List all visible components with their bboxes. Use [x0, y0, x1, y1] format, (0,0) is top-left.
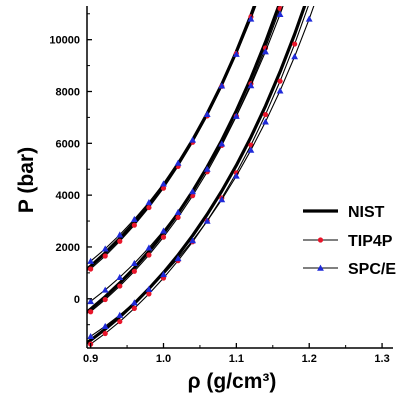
series-spce-isotherm-2-point — [174, 208, 182, 215]
series-spce-isotherm-2-point — [87, 297, 95, 305]
series-spce-isotherm-3-point — [189, 237, 197, 244]
series-tip4p-isotherm-1-point — [88, 266, 94, 272]
x-axis-title: ρ (g/cm³) — [188, 370, 277, 393]
series-tip4p-isotherm-2-point — [88, 309, 94, 315]
series-spce-isotherm-1-line — [90, 6, 257, 262]
legend-tip4p-marker — [317, 237, 324, 243]
series-spce-isotherm-1-point — [203, 110, 211, 118]
series-spce-isotherm-3-point — [262, 118, 269, 125]
series-spce-isotherm-2-point — [145, 244, 153, 251]
series-spce-isotherm-2-point — [101, 286, 109, 293]
series-spce-isotherm-1-point — [232, 50, 240, 57]
series-spce-isotherm-2-point — [276, 10, 284, 18]
legend-spce-marker — [317, 264, 324, 271]
series-tip4p-isotherm-1-line — [90, 6, 256, 270]
series-tip4p-isotherm-3-line — [90, 6, 309, 345]
y-tick-label: 10000 — [49, 35, 80, 47]
y-tick-label: 0 — [74, 294, 80, 306]
series-spce-isotherm-1-point — [130, 215, 138, 222]
axes-layer: 0.9 1.0 1.1 1.2 1.3 0 2000 4000 6000 8000 10000 ρ (… — [15, 6, 393, 393]
series-spce-isotherm-3-point — [305, 15, 313, 22]
legend-tip4p-label: TIP4P — [348, 233, 393, 250]
x-tick-label: 1.1 — [229, 353, 244, 365]
x-tick-label: 0.9 — [83, 353, 98, 365]
series-spce-isotherm-3-point — [218, 196, 226, 203]
series-spce-isotherm-3-point — [174, 254, 182, 262]
series-tip4p-isotherm-3-point — [309, 6, 310, 7]
series-spce-isotherm-2-point — [262, 48, 269, 55]
series-spce-isotherm-3-point — [291, 53, 299, 60]
series-nist-isotherm-2-line — [87, 6, 281, 315]
series-tip4p-isotherm-2-point — [175, 214, 181, 221]
series-spce-isotherm-3-point — [160, 271, 167, 278]
series-spce-isotherm-3-point — [247, 146, 255, 153]
series-spce-isotherm-1-point — [247, 15, 255, 22]
series-tip4p-isotherm-2-point — [160, 234, 167, 240]
series-tip4p-isotherm-1-point — [146, 204, 152, 211]
series-spce-isotherm-2-point — [218, 140, 226, 147]
series-tip4p-isotherm-3-point — [102, 330, 108, 337]
series-tip4p-isotherm-2-point — [146, 252, 152, 258]
series-tip4p-isotherm-1-point — [102, 253, 108, 259]
series-spce-isotherm-1-point — [218, 82, 226, 89]
series-spce-isotherm-3-point — [203, 217, 211, 224]
series-spce-isotherm-3-point — [87, 332, 95, 340]
series-tip4p-isotherm-2-point — [102, 296, 108, 303]
legend-spce-label: SPC/E — [348, 261, 396, 278]
y-tick-label: 4000 — [56, 190, 80, 202]
series-tip4p-isotherm-3-point — [117, 318, 123, 325]
series-tip4p-isotherm-3-point — [277, 78, 283, 84]
series-tip4p-isotherm-2-point — [131, 268, 137, 274]
series-spce-isotherm-2-point — [203, 165, 211, 172]
series-spce-isotherm-1-point — [101, 245, 109, 252]
series-tip4p-isotherm-1-point — [131, 222, 137, 228]
series-tip4p-isotherm-3-point — [262, 111, 269, 118]
series-spce-isotherm-2-point — [189, 188, 197, 195]
series-spce-isotherm-1-point — [189, 136, 197, 143]
series-spce-isotherm-2-point — [130, 259, 138, 266]
series-spce-isotherm-3-point — [145, 285, 153, 292]
series-tip4p-isotherm-2-point — [190, 193, 196, 199]
series-spce-isotherm-2-point — [116, 273, 124, 280]
series-tip4p-isotherm-2-point — [117, 283, 123, 289]
series-spce-isotherm-1-point — [174, 159, 182, 166]
series-spce-isotherm-1-point — [116, 231, 124, 238]
series-spce-isotherm-3-point — [116, 311, 124, 318]
series-tip4p-isotherm-1-point — [117, 238, 123, 244]
y-tick-label: 6000 — [56, 138, 80, 150]
series-tip4p-isotherm-3-point — [292, 41, 298, 47]
series-spce-isotherm-2-point — [232, 112, 240, 119]
series-spce-isotherm-1-point — [145, 198, 153, 206]
x-tick-label: 1.3 — [374, 353, 389, 365]
x-tick-label: 1.0 — [156, 353, 171, 365]
series-spce-isotherm-2-line — [90, 6, 284, 302]
legend: NIST TIP4P SPC/E — [303, 204, 396, 278]
legend-nist-label: NIST — [348, 204, 385, 221]
series-spce-isotherm-1-point — [87, 257, 95, 264]
series-spce-isotherm-3-line — [90, 6, 315, 337]
y-tick-label: 2000 — [56, 242, 80, 254]
series-tip4p-isotherm-3-point — [131, 305, 137, 311]
series-nist-isotherm-3-line — [87, 6, 307, 345]
series-layer — [87, 6, 315, 347]
series-tip4p-isotherm-1-point — [160, 185, 167, 191]
series-spce-isotherm-2-point — [247, 82, 255, 89]
series-spce-isotherm-3-point — [101, 322, 109, 329]
y-tick-label: 8000 — [56, 87, 80, 99]
series-tip4p-isotherm-2-line — [90, 6, 282, 313]
series-spce-isotherm-3-point — [232, 172, 240, 179]
series-spce-isotherm-2-point — [160, 227, 167, 234]
x-tick-label: 1.2 — [302, 353, 317, 365]
series-spce-isotherm-1-point — [160, 180, 167, 187]
series-tip4p-isotherm-3-point — [146, 291, 152, 297]
series-spce-isotherm-3-point — [130, 299, 138, 306]
y-axis-title: P (bar) — [15, 147, 38, 213]
series-spce-isotherm-3-point — [276, 87, 284, 94]
